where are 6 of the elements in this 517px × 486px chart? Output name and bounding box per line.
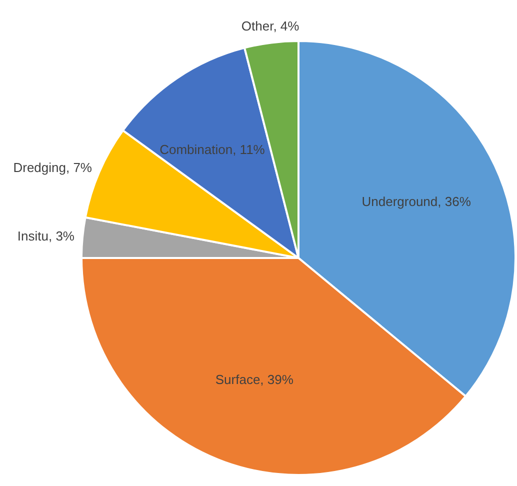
slice-label: Insitu, 3% <box>17 228 75 244</box>
slice-label: Dredging, 7% <box>13 160 92 176</box>
slice-label: Combination, 11% <box>160 142 266 157</box>
slice-label: Other, 4% <box>241 18 300 34</box>
slice-label: Surface, 39% <box>215 372 294 388</box>
slice-label: Underground, 36% <box>362 194 472 210</box>
